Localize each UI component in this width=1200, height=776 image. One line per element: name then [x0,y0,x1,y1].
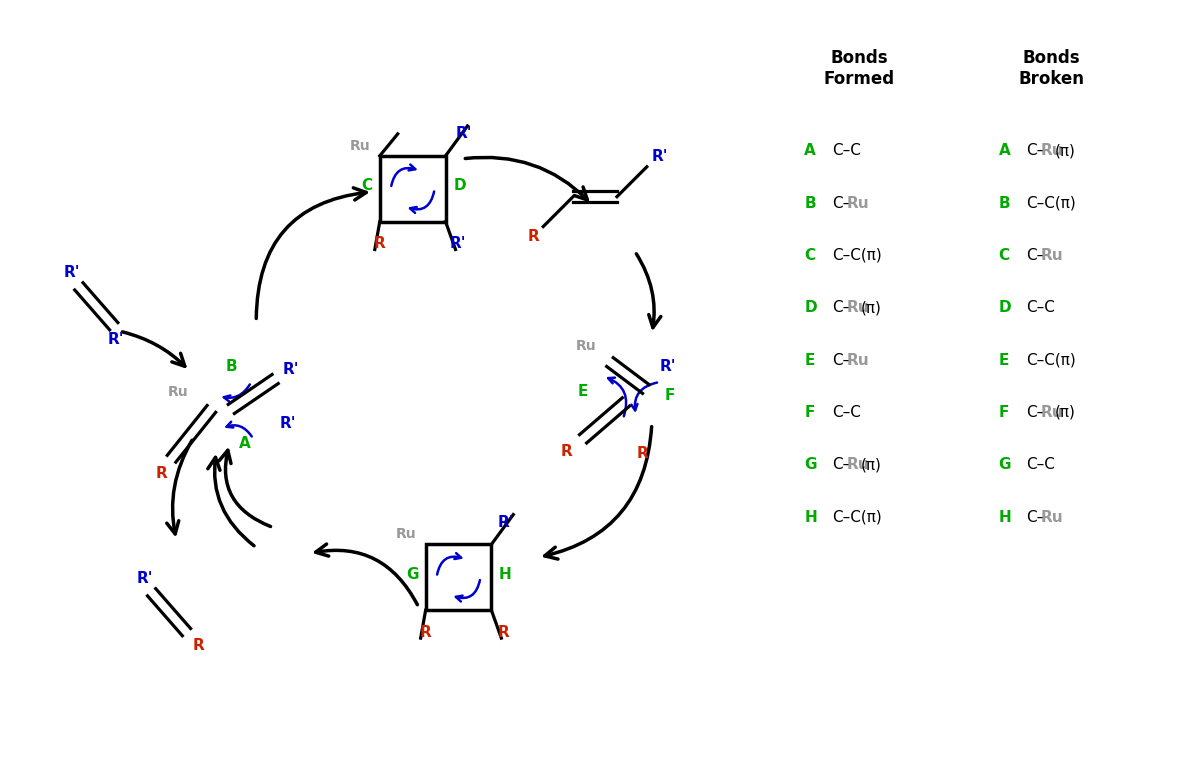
Text: B: B [998,196,1010,210]
Text: R': R' [283,362,299,376]
Text: Ru: Ru [168,385,188,399]
Text: R': R' [455,126,472,141]
Text: G: G [998,457,1012,473]
Text: H: H [998,510,1012,525]
Text: E: E [578,384,588,400]
Text: R: R [420,625,432,639]
Text: E: E [804,352,815,368]
Text: C–C: C–C [1026,457,1055,473]
Text: F: F [665,389,674,404]
Text: Bonds
Formed: Bonds Formed [823,49,895,88]
Text: Ru: Ru [1040,144,1063,158]
Text: C: C [804,248,815,263]
Text: C–C(π): C–C(π) [832,510,882,525]
Text: D: D [998,300,1012,315]
Text: C–: C– [1026,510,1045,525]
Text: R': R' [660,359,676,373]
Text: Ru: Ru [846,196,869,210]
Text: R: R [156,466,168,481]
Text: Ru: Ru [1040,248,1063,263]
Text: B: B [226,359,238,373]
Text: Bonds
Broken: Bonds Broken [1019,49,1085,88]
Text: C–: C– [832,457,851,473]
Text: R: R [374,236,385,251]
Text: B: B [804,196,816,210]
Text: F: F [998,405,1009,420]
Text: R': R' [137,571,152,586]
Text: Ru: Ru [395,528,416,542]
Text: R': R' [108,331,124,347]
Text: R': R' [280,417,296,431]
Text: C–: C– [832,196,851,210]
Text: Ru: Ru [846,457,869,473]
Text: A: A [804,144,816,158]
Text: C–C: C–C [832,144,862,158]
Text: R': R' [64,265,80,280]
Text: R: R [498,625,509,639]
Text: C–: C– [832,352,851,368]
Text: C–: C– [1026,405,1045,420]
Text: Ru: Ru [846,300,869,315]
Text: C–C: C–C [832,405,862,420]
Text: D: D [804,300,817,315]
Text: C–: C– [832,300,851,315]
Text: C–: C– [1026,144,1045,158]
Text: C–C(π): C–C(π) [832,248,882,263]
Text: C–C: C–C [1026,300,1055,315]
Text: A: A [998,144,1010,158]
Text: (π): (π) [860,457,882,473]
Text: (π): (π) [1055,144,1076,158]
Text: Ru: Ru [576,339,596,353]
Text: (π): (π) [860,300,882,315]
Text: C: C [998,248,1009,263]
Text: Ru: Ru [1040,405,1063,420]
Text: G: G [804,457,817,473]
Text: C–C(π): C–C(π) [1026,196,1076,210]
Text: (π): (π) [1055,405,1076,420]
Text: R': R' [652,149,668,165]
Text: R': R' [498,515,515,530]
Text: R: R [637,446,649,461]
Text: R: R [527,229,539,244]
Text: H: H [499,566,511,582]
Text: Ru: Ru [349,139,370,153]
Text: E: E [998,352,1009,368]
Text: Ru: Ru [846,352,869,368]
Text: R: R [560,445,572,459]
Text: C–: C– [1026,248,1045,263]
Text: C–C(π): C–C(π) [1026,352,1076,368]
Text: D: D [454,178,466,193]
Text: F: F [804,405,815,420]
Text: R: R [192,638,204,653]
Text: R': R' [449,236,466,251]
Text: A: A [239,436,251,452]
Text: H: H [804,510,817,525]
Text: G: G [407,566,419,582]
Text: C: C [361,178,372,193]
Text: Ru: Ru [1040,510,1063,525]
